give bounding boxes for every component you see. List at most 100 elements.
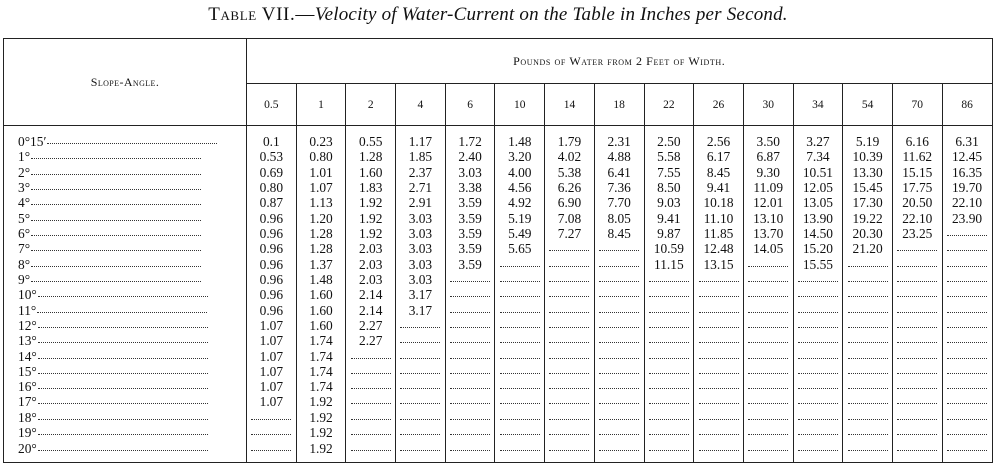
velocity-cell: 12.05 [792,180,843,196]
velocity-cell: 1.92 [345,210,396,226]
dotted-leader [698,318,739,328]
dotted-leader [450,349,491,359]
empty-cell-dots [643,302,694,318]
dotted-leader [748,410,789,420]
velocity-cell: 2.37 [395,164,446,181]
leader-dots [31,241,202,252]
empty-cell-dots [345,425,396,441]
leader-dots [31,272,202,282]
empty-cell-dots [643,379,694,395]
velocity-cell: 1.60 [345,164,396,181]
velocity-cell: 6.16 [891,125,943,150]
dotted-leader [897,349,938,359]
leader-dots [31,257,202,267]
empty-cell-dots [444,425,495,441]
velocity-cell: 0.96 [259,287,284,303]
velocity-cell: 0.55 [345,125,396,150]
empty-cell-dots [941,425,992,441]
empty-cell-dots [544,271,595,288]
empty-cell-dots [891,440,943,463]
velocity-cell: 7.27 [544,225,595,242]
slope-angle-label: 9° [18,271,31,287]
weight-column-header: 10 [494,83,545,126]
velocity-cell: 12.45 [941,149,992,165]
weight-column-header: 0.5 [246,83,297,126]
velocity-cell: 3.50 [742,125,794,150]
dotted-leader [748,333,789,344]
velocity-cell: 1.74 [295,363,346,380]
dotted-leader [698,425,739,436]
empty-cell-dots [593,333,644,349]
velocity-cell: 23.90 [941,210,992,226]
velocity-cell: 1.07 [295,180,346,196]
velocity-cell: 9.41 [693,180,744,196]
velocity-cell: 8.45 [593,225,644,242]
slope-angle-cell: 17° [3,394,247,410]
velocity-cell: 13.10 [742,210,794,226]
slope-angle-cell: 9° [3,271,247,288]
empty-cell-dots [494,379,545,395]
velocity-cell: 4.00 [494,164,545,181]
velocity-cell: 2.03 [345,256,396,272]
slope-angle-label: 10° [18,287,37,303]
empty-cell-dots [842,425,893,441]
empty-cell-dots [792,379,843,395]
empty-cell-dots [444,317,495,334]
dotted-leader [599,333,640,344]
velocity-cell: 23.25 [891,225,943,242]
empty-cell-dots [544,256,595,272]
empty-cell-dots [444,363,495,380]
slope-angle-label: 5° [18,210,31,226]
empty-cell-dots [693,302,744,318]
velocity-cell: 1.72 [444,125,495,150]
dotted-leader [549,379,590,390]
dotted-leader [599,241,640,252]
empty-cell-dots [693,287,744,303]
dotted-leader [499,303,540,313]
table-row: 8° 0.96 1.37 2.03 3.03 3.59 11.15 13.15 15.55 [3,256,992,272]
empty-cell-dots [842,409,893,426]
dotted-leader [400,364,441,374]
velocity-cell: 15.45 [842,180,893,196]
table-row: 2° 0.69 1.01 1.60 2.37 3.03 4.00 5.38 6.41 7.55 8.… [3,164,992,181]
velocity-cell: 2.40 [444,149,495,165]
velocity-cell: 20.30 [842,225,893,242]
slope-angle-cell: 12° [3,317,247,334]
velocity-cell: 8.45 [693,164,744,181]
table-row: 4° 0.87 1.13 1.92 2.91 3.59 4.92 6.90 7.70 9.03 10… [3,195,992,211]
empty-cell-dots [494,317,545,334]
slope-angle-label: 11° [18,302,37,318]
empty-cell-dots [693,348,744,364]
weight-column-header: 86 [941,83,992,126]
velocity-cell: 17.75 [891,180,943,196]
leader-dots [31,165,202,175]
velocity-cell: 1.92 [295,409,346,426]
dotted-leader [648,425,689,436]
empty-cell-dots [544,287,595,303]
dotted-leader [400,349,441,359]
empty-cell-dots [792,317,843,334]
empty-cell-dots [891,409,943,426]
empty-cell-dots [742,256,794,272]
velocity-cell: 0.96 [259,241,284,257]
dotted-leader [648,441,689,451]
leader-dots [31,226,202,236]
dotted-leader [797,364,838,374]
slope-angle-label: 4° [18,195,31,211]
velocity-cell: 9.03 [643,195,694,211]
slope-angle-cell: 11° [3,302,247,318]
empty-cell-dots [941,256,992,272]
velocity-cell: 1.07 [259,348,284,364]
dotted-leader [450,379,491,390]
empty-cell-dots [792,333,843,349]
dotted-leader [450,333,491,344]
velocity-cell: 7.55 [643,164,694,181]
empty-cell-dots [792,287,843,303]
velocity-cell: 1.28 [345,149,396,165]
dotted-leader [797,441,838,451]
empty-cell-dots [792,271,843,288]
empty-cell-dots [345,440,396,463]
dotted-leader [897,272,938,282]
empty-cell-dots [742,287,794,303]
velocity-cell: 0.96 [259,256,284,272]
